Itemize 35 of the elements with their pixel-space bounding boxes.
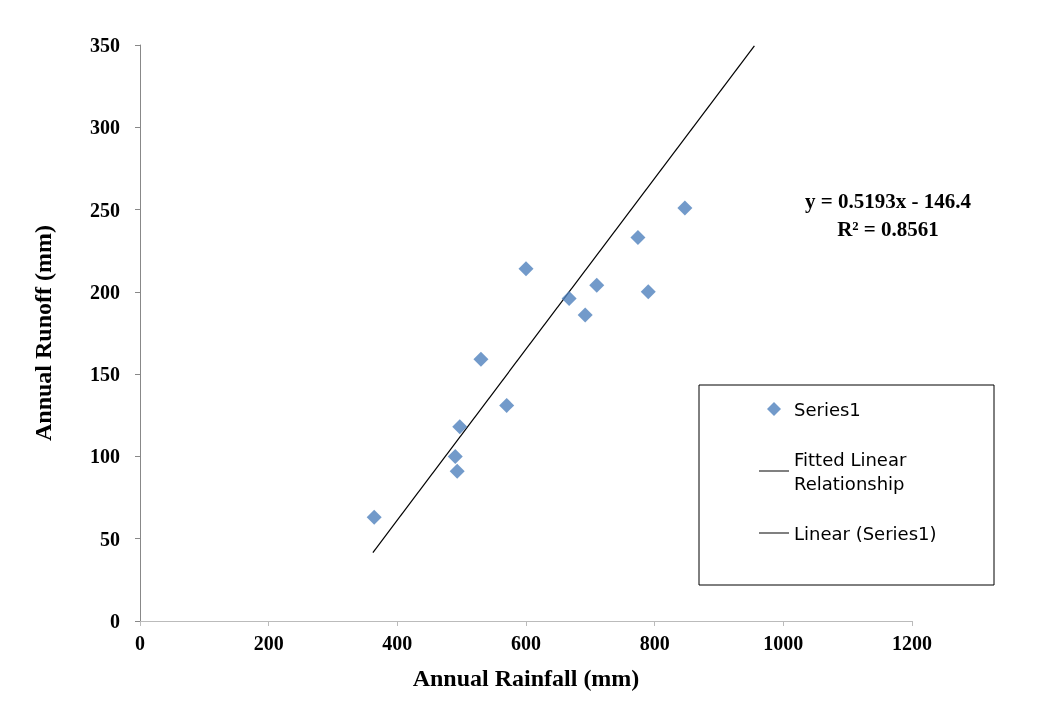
point [630,230,646,246]
y-tick-label: 250 [90,198,120,221]
annotation: y = 0.5193x - 146.4 [805,188,972,213]
y-tick-label: 200 [90,280,120,303]
y-tick-label: 350 [90,34,120,56]
y-tick-label: 150 [90,363,120,386]
x-tick-label: 0 [135,632,145,654]
point [366,509,382,525]
legend-label: Fitted Linear Relationship [794,448,913,494]
x-tick-label: 400 [382,632,413,654]
y-tick-label: 100 [90,445,120,468]
y-axis-title: Annual Runoff (mm) [30,224,56,442]
legend-label: Linear (Series1) [794,522,937,544]
x-tick-label: 1200 [892,632,932,654]
point [499,397,515,413]
x-tick-label: 600 [511,632,541,654]
point [447,448,463,464]
point [561,290,577,306]
point [677,200,693,216]
point [518,261,534,277]
point [589,277,605,293]
legend-label: Series1 [794,398,861,420]
y-tick-label: 0 [110,610,120,632]
y-tick-label: 300 [90,116,120,139]
y-tick-label: 50 [100,527,120,550]
x-axis-title: Annual Rainfall (mm) [412,665,640,691]
x-tick-label: 200 [253,632,284,654]
x-tick-label: 800 [639,632,670,654]
point [577,307,593,323]
point [640,284,656,300]
x-tick-label: 1000 [763,632,804,654]
point [473,351,489,367]
point [449,463,465,479]
annotation: R² = 0.8561 [837,216,939,241]
point [452,419,468,435]
